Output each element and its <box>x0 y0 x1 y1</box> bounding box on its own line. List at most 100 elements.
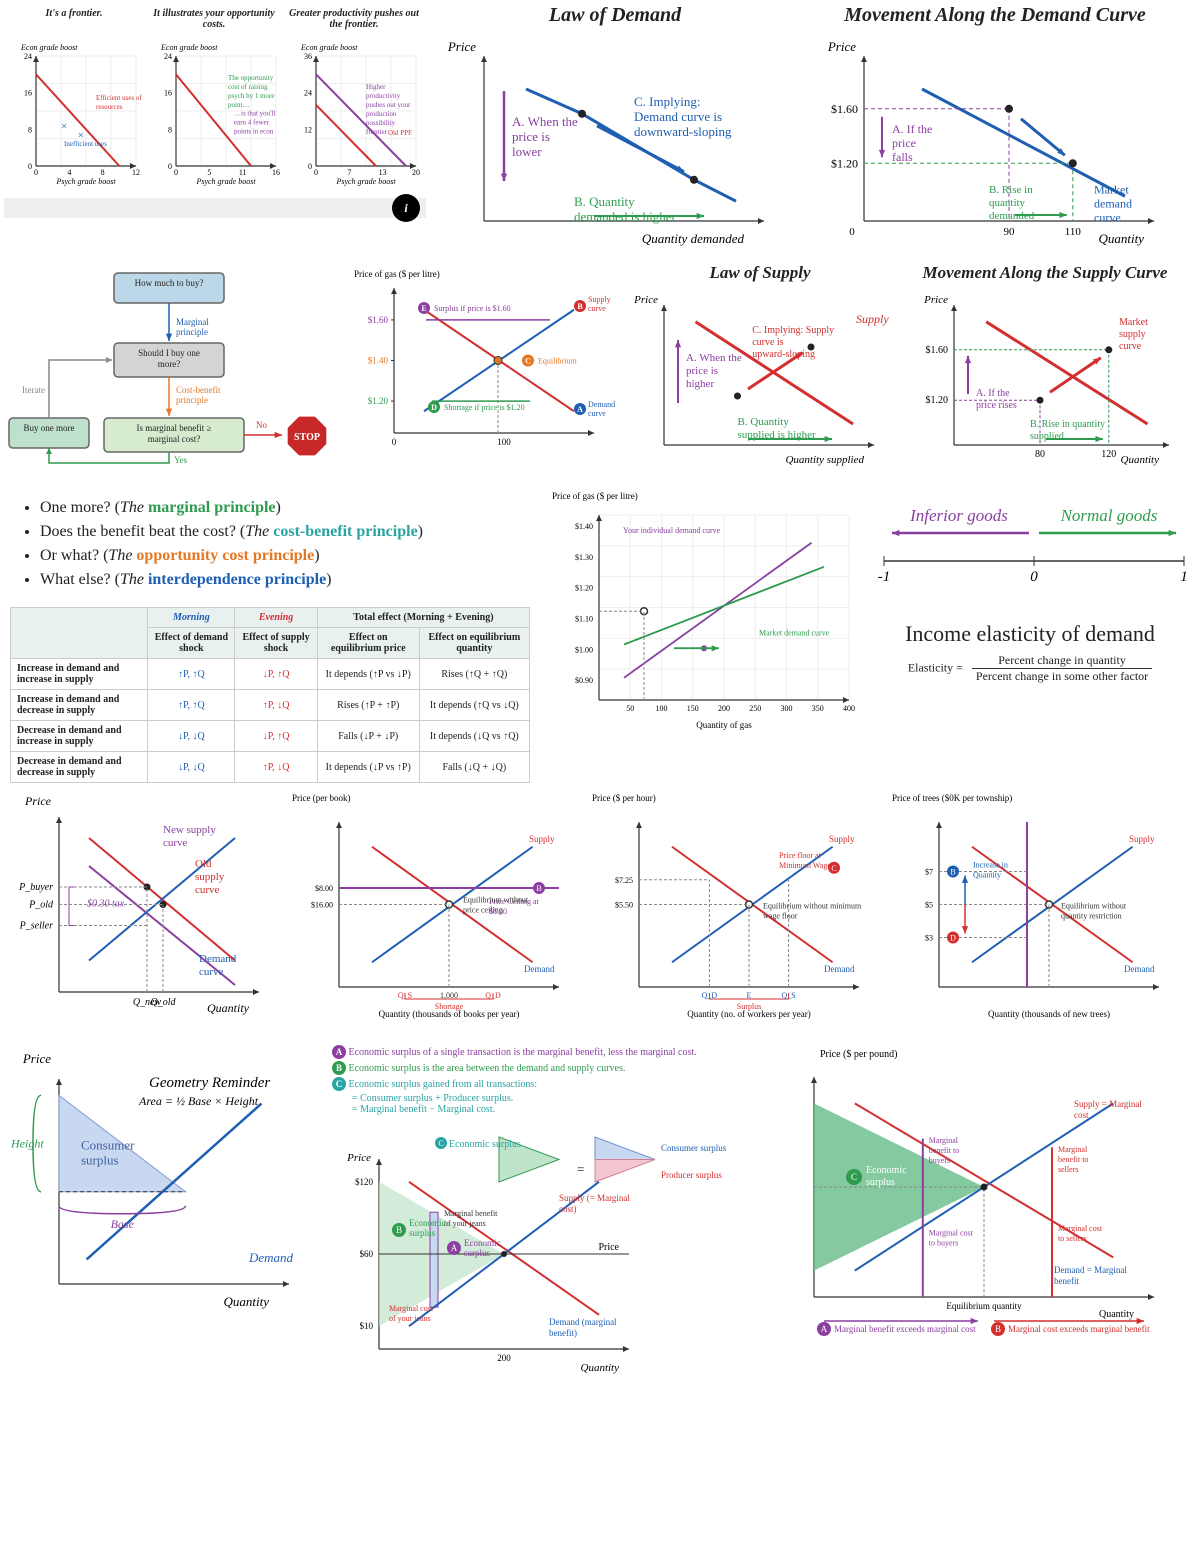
svg-text:C: C <box>438 1139 443 1148</box>
svg-text:11: 11 <box>239 168 247 177</box>
svg-text:$7: $7 <box>925 868 933 877</box>
svg-text:8: 8 <box>101 168 105 177</box>
svg-text:350: 350 <box>812 704 824 713</box>
elasticity-diagram: -101Inferior goodsNormal goods <box>874 491 1189 611</box>
elasticity-numerator: Percent change in quantity <box>972 653 1152 669</box>
svg-text:Cost-benefit: Cost-benefit <box>176 385 221 395</box>
svg-text:Price: Price <box>827 39 856 54</box>
svg-text:200: 200 <box>718 704 730 713</box>
svg-text:100: 100 <box>656 704 668 713</box>
svg-text:Price (per book): Price (per book) <box>292 793 350 803</box>
svg-text:Econ grade boost: Econ grade boost <box>300 43 358 52</box>
svg-text:surplus: surplus <box>409 1228 436 1238</box>
svg-text:…is that you'llearn 4 fewerpoi: …is that you'llearn 4 fewerpoints in eco… <box>234 109 275 135</box>
svg-text:No: No <box>256 420 267 430</box>
svg-text:Marginalbenefit tosellers: Marginalbenefit tosellers <box>1058 1145 1088 1174</box>
svg-text:Quantity: Quantity <box>1099 1309 1134 1320</box>
svg-text:$1.20: $1.20 <box>368 396 389 406</box>
svg-text:Demand (marginalbenefit): Demand (marginalbenefit) <box>549 1317 617 1338</box>
info-icon[interactable]: i <box>392 194 420 222</box>
svg-text:7: 7 <box>347 168 351 177</box>
svg-text:Demand: Demand <box>588 400 615 409</box>
svg-text:Quantity: Quantity <box>224 1294 270 1309</box>
svg-text:Quantity: Quantity <box>1099 231 1145 246</box>
svg-text:$3: $3 <box>925 934 933 943</box>
svg-text:Surplus if price is $1.60: Surplus if price is $1.60 <box>434 304 511 313</box>
svg-text:How much to buy?: How much to buy? <box>135 278 204 288</box>
svg-text:A: A <box>451 1243 458 1253</box>
svg-text:New supplycurve: New supplycurve <box>163 824 216 849</box>
svg-text:$0.30 tax: $0.30 tax <box>87 898 125 909</box>
move-supply-title: Movement Along the Supply Curve <box>904 263 1186 283</box>
svg-text:Inefficient uses: Inefficient uses <box>64 140 107 148</box>
svg-text:$120: $120 <box>355 1177 374 1187</box>
svg-text:Marginal costto buyers: Marginal costto buyers <box>929 1228 974 1247</box>
law-supply-title: Law of Supply <box>624 263 896 283</box>
svg-text:Q_old: Q_old <box>151 997 177 1008</box>
svg-text:Consumer surplus: Consumer surplus <box>661 1143 727 1153</box>
svg-text:120: 120 <box>1101 449 1116 460</box>
svg-text:Economic surplus: Economic surplus <box>449 1139 521 1150</box>
svg-text:Marketdemandcurve: Marketdemandcurve <box>1094 182 1132 224</box>
svg-text:$1.60: $1.60 <box>831 102 858 116</box>
svg-text:Yes: Yes <box>174 455 188 465</box>
svg-text:Inferior goods: Inferior goods <box>909 506 1008 525</box>
svg-text:400: 400 <box>843 704 855 713</box>
economic-surplus-notes: A Economic surplus of a single transacti… <box>324 1039 756 1119</box>
svg-text:B. Quantitysupplied is higher: B. Quantitysupplied is higher <box>738 416 817 441</box>
svg-text:16: 16 <box>24 89 32 98</box>
svg-text:D: D <box>431 403 437 412</box>
move-demand-title: Movement Along the Demand Curve <box>804 4 1186 27</box>
svg-text:13: 13 <box>379 168 387 177</box>
svg-text:Price: Price <box>598 1242 619 1253</box>
svg-text:0: 0 <box>314 168 318 177</box>
svg-text:A: A <box>821 1324 828 1334</box>
svg-text:4: 4 <box>67 168 71 177</box>
svg-text:Shortage if price is $1.20: Shortage if price is $1.20 <box>444 403 525 412</box>
svg-text:$1.40: $1.40 <box>575 522 593 531</box>
svg-text:Higherproductivitypushes out y: Higherproductivitypushes out yourproduct… <box>366 83 411 136</box>
svg-text:principle: principle <box>176 395 208 405</box>
svg-text:Market demand curve: Market demand curve <box>759 628 830 637</box>
svg-text:Supply: Supply <box>588 295 611 304</box>
svg-text:1,000: 1,000 <box>440 991 458 1000</box>
law-supply-chart: PriceQuantity suppliedSupplyA. When thep… <box>624 287 899 467</box>
individual-demand-chart: Price of gas ($ per litre)Quantity of ga… <box>544 485 869 735</box>
svg-text:0: 0 <box>174 168 178 177</box>
svg-text:Q_D: Q_D <box>702 991 718 1000</box>
svg-text:E: E <box>421 304 426 313</box>
svg-text:8: 8 <box>168 125 172 134</box>
svg-text:Old PPF: Old PPF <box>388 129 412 137</box>
svg-text:5: 5 <box>207 168 211 177</box>
tax-chart: PriceQuantity$0.30 taxP_buyerP_oldP_sell… <box>4 787 279 1027</box>
svg-text:250: 250 <box>749 704 761 713</box>
svg-text:0: 0 <box>849 226 855 238</box>
svg-text:24: 24 <box>304 89 312 98</box>
ppf-chart-2: Econ grade boostPsych grade boost0012724… <box>286 38 424 188</box>
svg-text:0: 0 <box>34 168 38 177</box>
svg-text:0: 0 <box>1030 569 1038 585</box>
svg-text:Geometry Reminder: Geometry Reminder <box>149 1075 270 1091</box>
svg-text:Equilibrium quantity: Equilibrium quantity <box>946 1301 1022 1311</box>
svg-text:Price: Price <box>447 39 476 54</box>
svg-text:$5.50: $5.50 <box>615 901 633 910</box>
svg-text:12: 12 <box>304 125 312 134</box>
svg-text:B: B <box>995 1324 1001 1334</box>
svg-text:24: 24 <box>24 52 32 61</box>
svg-text:B: B <box>396 1225 402 1235</box>
svg-text:-1: -1 <box>878 569 891 585</box>
svg-text:C: C <box>831 864 836 873</box>
svg-text:0: 0 <box>392 437 397 447</box>
svg-text:90: 90 <box>1004 226 1016 238</box>
svg-text:$1.30: $1.30 <box>575 553 593 562</box>
svg-text:Marginal benefitof your jeans: Marginal benefitof your jeans <box>444 1209 498 1228</box>
svg-text:0: 0 <box>308 162 312 171</box>
svg-text:Marginalbenefit tobuyers: Marginalbenefit tobuyers <box>929 1136 959 1165</box>
svg-text:$5: $5 <box>925 901 933 910</box>
svg-text:16: 16 <box>272 168 280 177</box>
svg-text:surplus: surplus <box>464 1248 491 1258</box>
svg-text:Econ grade boost: Econ grade boost <box>160 43 218 52</box>
svg-text:Equilibrium without minimumwag: Equilibrium without minimumwage floor <box>763 902 862 921</box>
svg-text:$7.25: $7.25 <box>615 876 633 885</box>
svg-text:150: 150 <box>687 704 699 713</box>
